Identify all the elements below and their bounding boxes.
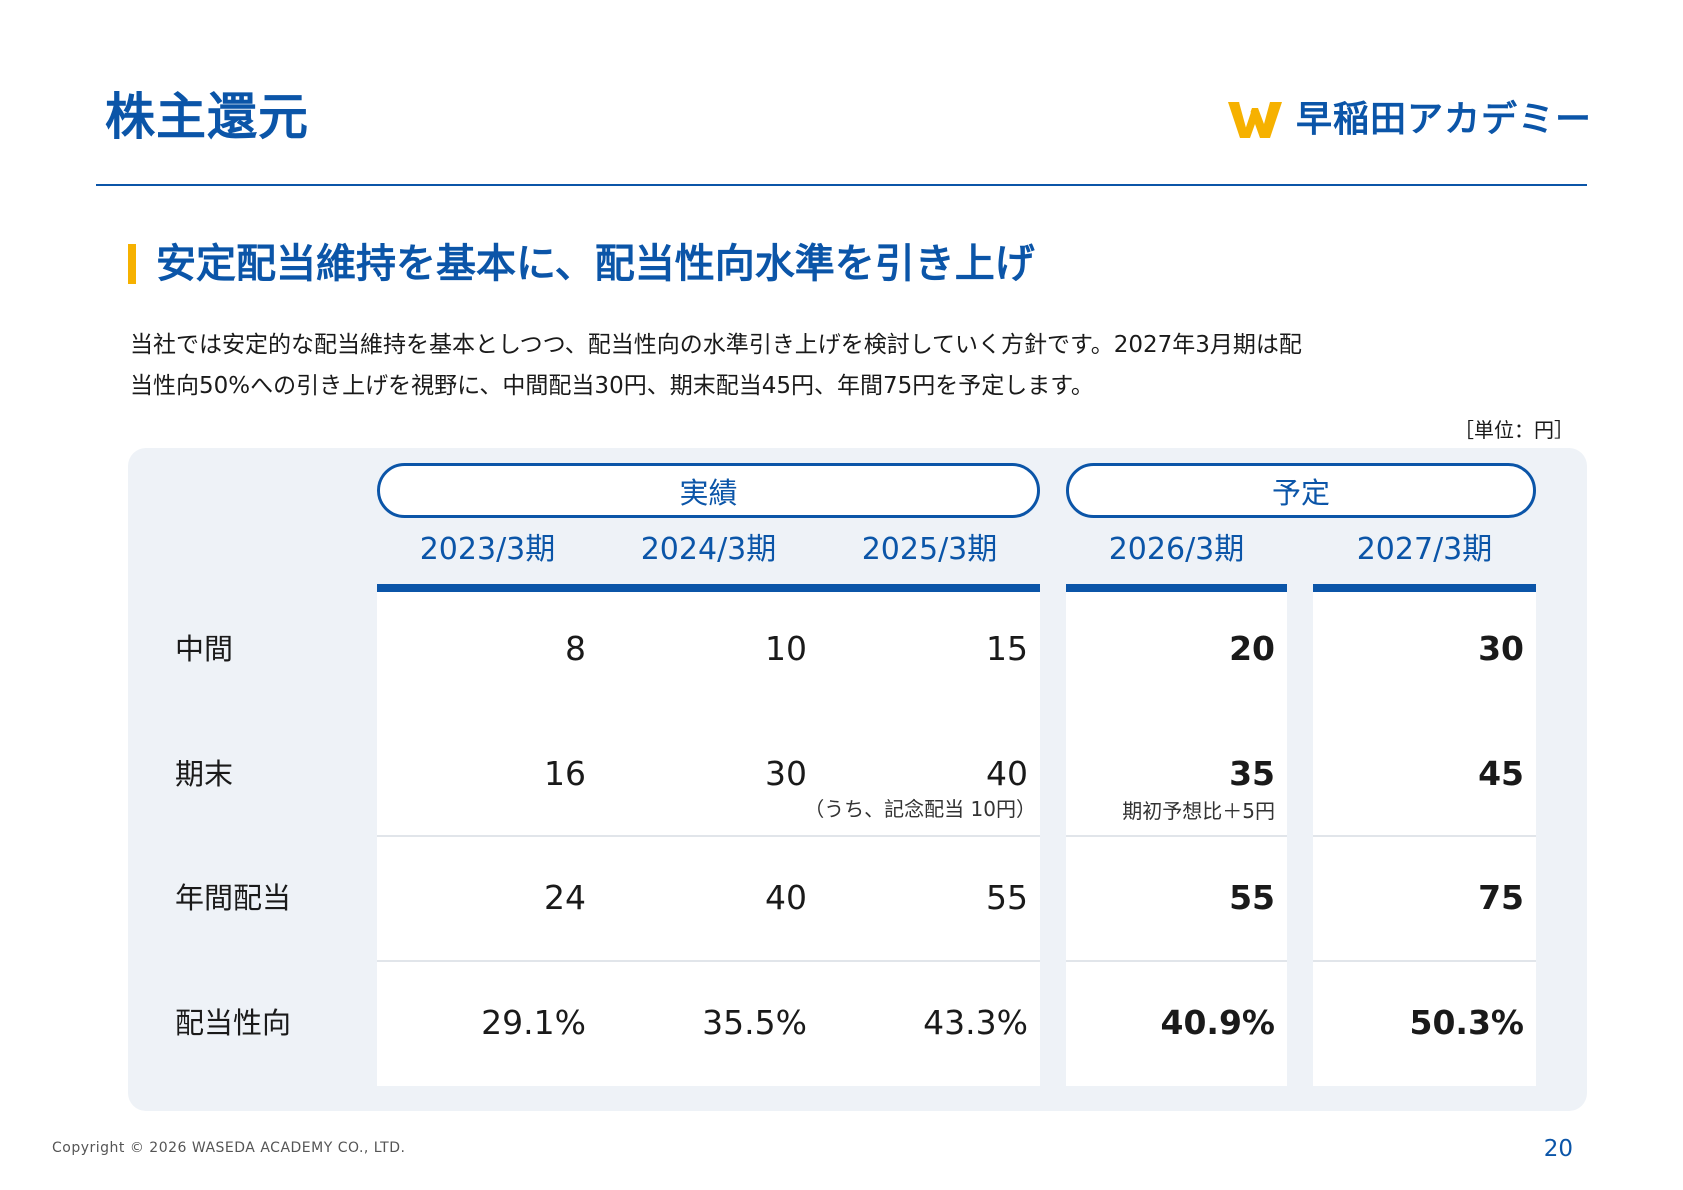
table-cell: 20 <box>1229 629 1275 668</box>
intro-line-1: 当社では安定的な配当維持を基本としつつ、配当性向の水準引き上げを検討していく方針… <box>130 332 1302 358</box>
column-header-2027: 2027/3期 <box>1356 532 1493 567</box>
intro-line-2: 当性向50%への引き上げを視野に、中間配当30円、期末配当45円、年間75円を予… <box>130 372 1094 399</box>
table-cell: 8 <box>565 629 586 668</box>
table-cell: 50.3% <box>1409 1003 1525 1042</box>
column-header-2024: 2024/3期 <box>640 532 777 567</box>
group-plan: 予定 <box>1066 463 1536 518</box>
page-number: 20 <box>1543 1136 1573 1162</box>
row-divider <box>1313 960 1536 962</box>
row-divider <box>377 960 1040 962</box>
commemorative-dividend-note: （うち、記念配当 10円） <box>804 797 1036 821</box>
company-logo: 早稲田アカデミー <box>1226 96 1592 144</box>
forecast-revision-note: 期初予想比＋5円 <box>1122 799 1275 823</box>
group-actual: 実績 <box>377 463 1040 518</box>
logo-text: 早稲田アカデミー <box>1296 99 1593 140</box>
table-cell: 45 <box>1478 754 1524 793</box>
table-cell: 29.1% <box>481 1003 586 1042</box>
table-cell: 40 <box>986 754 1028 793</box>
table-cell: 75 <box>1478 878 1524 917</box>
column-header-2025: 2025/3期 <box>861 532 998 567</box>
table-cell: 15 <box>986 629 1028 668</box>
table-cell: 35.5% <box>702 1003 807 1042</box>
table-cell: 43.3% <box>923 1003 1028 1042</box>
row-divider <box>1066 960 1287 962</box>
row-label-interim: 中間 <box>175 632 234 666</box>
table-cell: 35 <box>1229 754 1275 793</box>
table-cell: 55 <box>1229 878 1275 917</box>
table-cell: 10 <box>765 629 807 668</box>
intro-paragraph: 当社では安定的な配当維持を基本としつつ、配当性向の水準引き上げを検討していく方針… <box>130 325 1550 407</box>
section-accent-bar <box>128 244 136 284</box>
table-cell: 30 <box>1478 629 1524 668</box>
row-divider <box>1066 835 1287 837</box>
table-cell: 55 <box>986 878 1028 917</box>
copyright: Copyright © 2026 WASEDA ACADEMY CO., LTD… <box>52 1140 406 1156</box>
row-label-annual: 年間配当 <box>175 881 292 915</box>
row-label-year-end: 期末 <box>175 757 234 791</box>
column-header-2023: 2023/3期 <box>419 532 556 567</box>
section-title: 安定配当維持を基本に、配当性向水準を引き上げ <box>156 241 1035 287</box>
waseda-w-logo-icon <box>1228 101 1282 138</box>
table-cell: 40.9% <box>1160 1003 1276 1042</box>
table-cell: 30 <box>765 754 807 793</box>
row-label-payout-ratio: 配当性向 <box>175 1006 292 1040</box>
title-divider <box>96 184 1587 186</box>
unit-note: ［単位：円］ <box>1454 418 1574 442</box>
table-cell: 16 <box>544 754 586 793</box>
table-cell: 40 <box>765 878 807 917</box>
page-title: 株主還元 <box>105 88 309 146</box>
row-divider <box>1313 835 1536 837</box>
row-divider <box>377 835 1040 837</box>
table-cell: 24 <box>544 878 586 917</box>
column-header-2026: 2026/3期 <box>1108 532 1245 567</box>
